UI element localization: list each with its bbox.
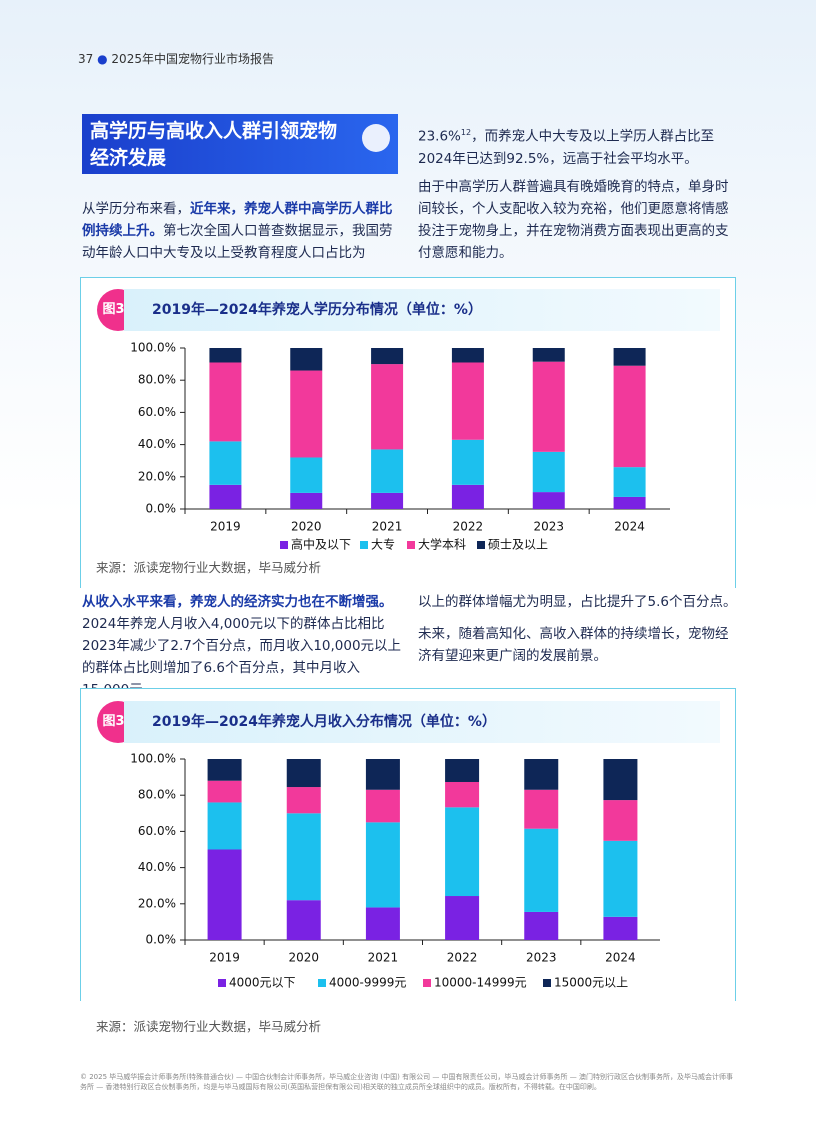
paragraph: 以上的群体增幅尤为明显，占比提升了5.6个百分点。: [418, 591, 742, 613]
section-title: 高学历与高收入人群引领宠物经济发展: [82, 114, 398, 174]
bold-text: 从收入水平来看，养宠人的经济实力也在不断增强。: [82, 594, 393, 610]
bold-text: 近年来，养宠人群中高学历人群比例持续上升。: [82, 201, 393, 239]
text: 未来，随着高知化、高收入群体的持续增长，宠物经济有望迎来更广阔的发展前景。: [418, 626, 729, 664]
footnote-ref: 12: [460, 128, 472, 137]
paragraph: 23.6%12，而养宠人中大专及以上学历人群占比至2024年已达到92.5%，远…: [418, 122, 740, 170]
text: 由于中高学历人群普遍具有晚婚晚育的特点，单身时间较长，个人支配收入较为充裕，他们…: [418, 179, 729, 261]
paragraph: 从收入水平来看，养宠人的经济实力也在不断增强。 2024年养宠人月收入4,000元…: [82, 591, 402, 701]
text: 23.6%: [418, 128, 461, 145]
text: 2024年养宠人月收入4,000元以下的群体占比相比2023年减少了2.7个百分…: [82, 616, 402, 698]
text: ，而养宠人中大专及以上学历人群占比至2024年已达到92.5%，远高于社会平均水…: [418, 128, 715, 167]
paragraph: 从学历分布来看，近年来，养宠人群中高学历人群比例持续上升。第七次全国人口普查数据…: [82, 198, 400, 264]
page-header: 37 ● 2025年中国宠物行业市场报告: [78, 52, 274, 66]
source: 来源：派读宠物行业大数据，毕马威分析: [96, 560, 322, 575]
paw-icon: [362, 124, 390, 152]
section-title-text: 高学历与高收入人群引领宠物经济发展: [90, 120, 338, 169]
text: 第七次全国人口普查数据显示，我国劳动年龄人口中大专及以上受教育程度人口占比为: [82, 223, 393, 261]
source: 来源：派读宠物行业大数据，毕马威分析: [96, 1019, 322, 1034]
paragraph: 未来，随着高知化、高收入群体的持续增长，宠物经济有望迎来更广阔的发展前景。: [418, 623, 740, 667]
paragraph: 由于中高学历人群普遍具有晚婚晚育的特点，单身时间较长，个人支配收入较为充裕，他们…: [418, 176, 740, 264]
report-title: 2025年中国宠物行业市场报告: [111, 52, 274, 66]
text: 从学历分布来看，: [82, 201, 190, 217]
figure-title: 2019年—2024年养宠人月收入分布情况（单位：%）: [124, 701, 720, 743]
figure-title: 2019年—2024年养宠人学历分布情况（单位：%）: [124, 289, 720, 331]
page-number: 37: [78, 52, 94, 66]
text: 以上的群体增幅尤为明显，占比提升了5.6个百分点。: [418, 594, 737, 610]
footer: © 2025 毕马威华振会计师事务所(特殊普通合伙) — 中国合伙制会计师事务所…: [80, 1073, 733, 1091]
